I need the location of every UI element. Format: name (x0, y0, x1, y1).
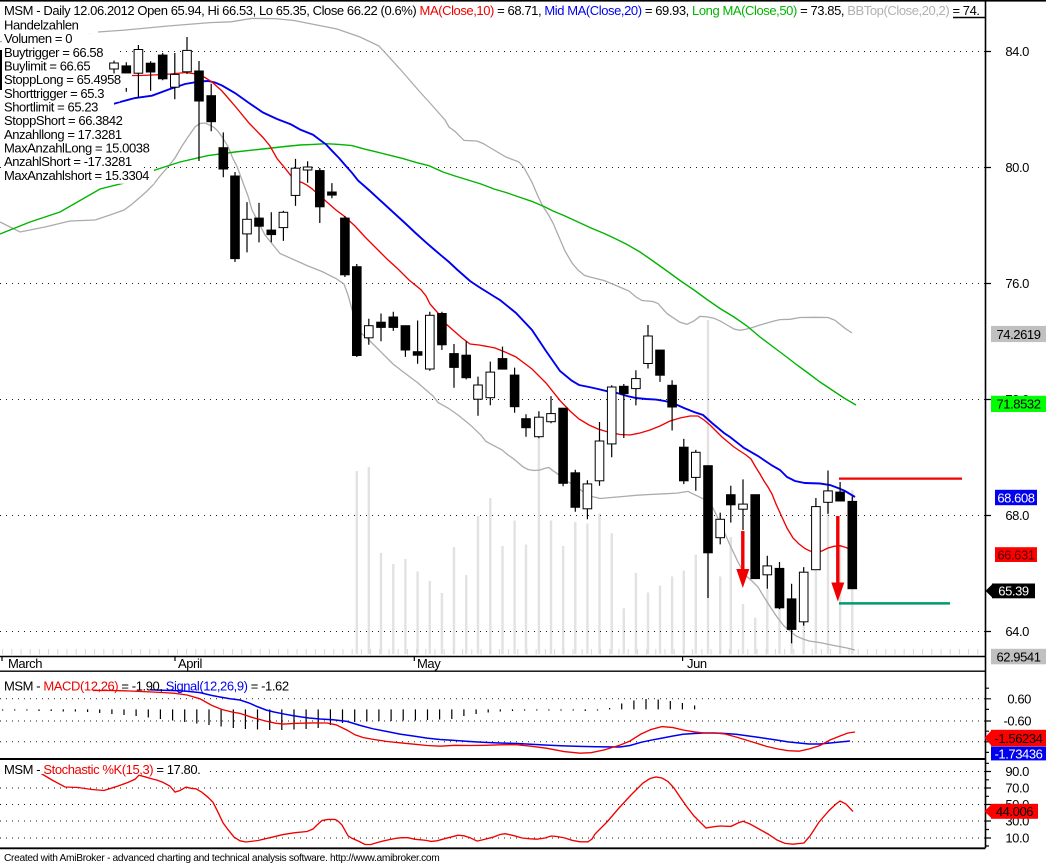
svg-text:90.0: 90.0 (1005, 764, 1029, 779)
svg-text:Anzahllong = 17.3281: Anzahllong = 17.3281 (4, 127, 122, 142)
svg-text:MSM - Stochastic %K(15,3) = 17: MSM - Stochastic %K(15,3) = 17.80. (4, 762, 200, 777)
svg-text:AnzahlShort = -17.3281: AnzahlShort = -17.3281 (4, 154, 132, 169)
svg-text:70.0: 70.0 (1005, 781, 1029, 796)
svg-text:76.0: 76.0 (1005, 276, 1029, 291)
svg-text:84.0: 84.0 (1005, 44, 1029, 59)
svg-text:71.8532: 71.8532 (996, 397, 1040, 412)
svg-text:65.39: 65.39 (998, 584, 1029, 599)
svg-text:0.60: 0.60 (1007, 692, 1031, 707)
svg-text:62.9541: 62.9541 (996, 649, 1040, 664)
svg-text:Handelzahlen: Handelzahlen (4, 17, 79, 32)
svg-text:74.2619: 74.2619 (996, 327, 1040, 342)
svg-text:68.0: 68.0 (1005, 508, 1029, 523)
svg-text:StoppLong = 65.4958: StoppLong = 65.4958 (4, 72, 121, 87)
svg-text:68.608: 68.608 (997, 490, 1034, 505)
svg-text:April: April (178, 656, 202, 671)
svg-text:StoppShort = 66.3842: StoppShort = 66.3842 (4, 113, 123, 128)
svg-text:Created with AmiBroker - advan: Created with AmiBroker - advanced charti… (4, 853, 439, 864)
svg-text:MaxAnzahlLong = 15.0038: MaxAnzahlLong = 15.0038 (4, 141, 150, 156)
svg-text:10.0: 10.0 (1005, 831, 1029, 846)
svg-text:Jun: Jun (687, 656, 707, 671)
svg-text:MSM - Daily 12.06.2012 Open 65: MSM - Daily 12.06.2012 Open 65.94, Hi 66… (4, 3, 980, 18)
svg-text:66.631: 66.631 (997, 547, 1034, 562)
svg-text:March: March (8, 656, 42, 671)
svg-text:Buylimit = 66.65: Buylimit = 66.65 (4, 58, 90, 73)
svg-text:Volumen = 0: Volumen = 0 (4, 31, 72, 46)
svg-text:MaxAnzahlshort = 15.3304: MaxAnzahlshort = 15.3304 (4, 168, 149, 183)
svg-text:Shorttrigger = 65.3: Shorttrigger = 65.3 (4, 86, 104, 101)
svg-text:Shortlimit = 65.23: Shortlimit = 65.23 (4, 99, 98, 114)
svg-text:80.0: 80.0 (1005, 160, 1029, 175)
svg-text:MSM - MACD(12,26) = -1.90, Sig: MSM - MACD(12,26) = -1.90, Signal(12,26,… (4, 678, 289, 693)
svg-text:-0.60: -0.60 (1003, 714, 1031, 729)
svg-text:64.0: 64.0 (1005, 624, 1029, 639)
svg-text:May: May (417, 656, 441, 671)
svg-text:44.006: 44.006 (996, 804, 1033, 819)
svg-text:Buytrigger = 66.58: Buytrigger = 66.58 (4, 45, 103, 60)
svg-text:-1.73436: -1.73436 (995, 746, 1043, 761)
svg-text:-1.56234: -1.56234 (995, 731, 1043, 746)
